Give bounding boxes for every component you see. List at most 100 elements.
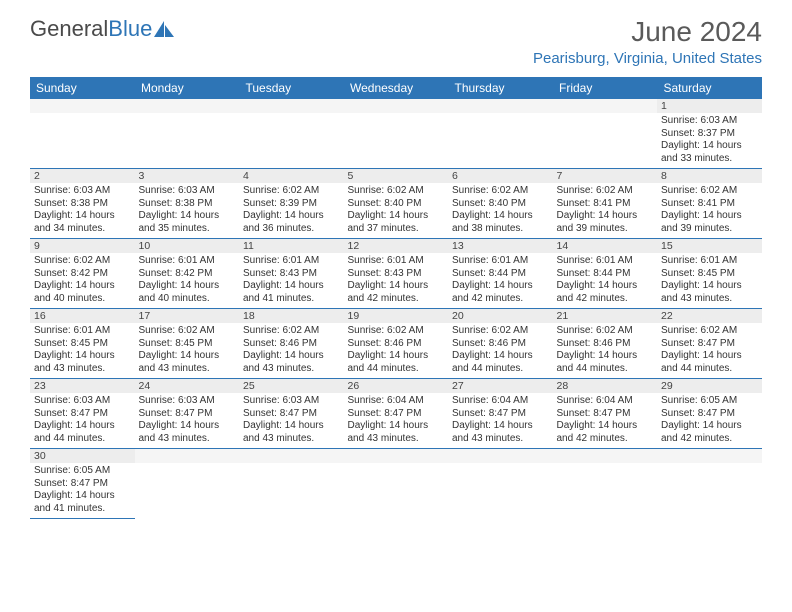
day-data-cell: Sunrise: 6:01 AMSunset: 8:44 PMDaylight:… [448,253,553,309]
weekday-header: Tuesday [239,77,344,99]
day-number-cell: 18 [239,309,344,324]
logo-sail-icon [154,21,176,37]
day-number-cell: 14 [553,239,658,254]
day-data-cell: Sunrise: 6:05 AMSunset: 8:47 PMDaylight:… [657,393,762,449]
day-number-cell [448,99,553,113]
day-data-cell [135,463,240,519]
day-number-cell: 8 [657,169,762,184]
day-number-row: 23242526272829 [30,379,762,394]
day-number-cell: 2 [30,169,135,184]
header: GeneralBlue June 2024 Pearisburg, Virgin… [0,0,792,71]
day-number-cell: 17 [135,309,240,324]
weekday-header-row: Sunday Monday Tuesday Wednesday Thursday… [30,77,762,99]
day-sun-info: Sunrise: 6:02 AMSunset: 8:46 PMDaylight:… [348,325,445,375]
logo: GeneralBlue [30,16,176,42]
day-data-cell: Sunrise: 6:03 AMSunset: 8:47 PMDaylight:… [30,393,135,449]
day-sun-info: Sunrise: 6:02 AMSunset: 8:46 PMDaylight:… [243,325,340,375]
day-number-row: 30 [30,449,762,464]
day-number-cell: 25 [239,379,344,394]
day-number-cell [135,99,240,113]
day-data-cell: Sunrise: 6:03 AMSunset: 8:47 PMDaylight:… [135,393,240,449]
day-number-row: 1 [30,99,762,113]
day-data-row: Sunrise: 6:03 AMSunset: 8:38 PMDaylight:… [30,183,762,239]
day-sun-info: Sunrise: 6:02 AMSunset: 8:40 PMDaylight:… [452,185,549,235]
day-number-cell [553,99,658,113]
day-number-cell: 3 [135,169,240,184]
day-number-cell: 22 [657,309,762,324]
day-data-cell: Sunrise: 6:04 AMSunset: 8:47 PMDaylight:… [344,393,449,449]
day-number-cell [239,449,344,464]
weekday-header: Thursday [448,77,553,99]
day-sun-info: Sunrise: 6:03 AMSunset: 8:37 PMDaylight:… [661,115,758,165]
day-data-cell [344,113,449,169]
day-sun-info: Sunrise: 6:02 AMSunset: 8:45 PMDaylight:… [139,325,236,375]
day-sun-info: Sunrise: 6:05 AMSunset: 8:47 PMDaylight:… [34,465,131,515]
day-data-cell: Sunrise: 6:01 AMSunset: 8:43 PMDaylight:… [344,253,449,309]
day-number-cell [239,99,344,113]
day-number-cell: 7 [553,169,658,184]
day-number-cell [135,449,240,464]
day-number-cell: 27 [448,379,553,394]
day-sun-info: Sunrise: 6:03 AMSunset: 8:47 PMDaylight:… [34,395,131,445]
day-data-cell: Sunrise: 6:02 AMSunset: 8:39 PMDaylight:… [239,183,344,239]
day-data-row: Sunrise: 6:03 AMSunset: 8:37 PMDaylight:… [30,113,762,169]
day-data-cell: Sunrise: 6:02 AMSunset: 8:46 PMDaylight:… [448,323,553,379]
day-sun-info: Sunrise: 6:03 AMSunset: 8:47 PMDaylight:… [243,395,340,445]
weekday-header: Monday [135,77,240,99]
day-sun-info: Sunrise: 6:05 AMSunset: 8:47 PMDaylight:… [661,395,758,445]
day-number-cell [553,449,658,464]
day-data-row: Sunrise: 6:05 AMSunset: 8:47 PMDaylight:… [30,463,762,519]
day-number-cell: 24 [135,379,240,394]
day-number-cell: 12 [344,239,449,254]
day-data-cell: Sunrise: 6:02 AMSunset: 8:42 PMDaylight:… [30,253,135,309]
day-sun-info: Sunrise: 6:02 AMSunset: 8:42 PMDaylight:… [34,255,131,305]
weekday-header: Friday [553,77,658,99]
day-number-cell: 30 [30,449,135,464]
day-data-row: Sunrise: 6:01 AMSunset: 8:45 PMDaylight:… [30,323,762,379]
day-data-cell: Sunrise: 6:01 AMSunset: 8:42 PMDaylight:… [135,253,240,309]
day-data-cell: Sunrise: 6:02 AMSunset: 8:40 PMDaylight:… [448,183,553,239]
day-number-cell: 16 [30,309,135,324]
day-data-cell [30,113,135,169]
day-data-cell [553,113,658,169]
day-data-cell [657,463,762,519]
day-number-cell: 6 [448,169,553,184]
day-sun-info: Sunrise: 6:01 AMSunset: 8:43 PMDaylight:… [243,255,340,305]
day-data-cell: Sunrise: 6:03 AMSunset: 8:47 PMDaylight:… [239,393,344,449]
day-sun-info: Sunrise: 6:04 AMSunset: 8:47 PMDaylight:… [452,395,549,445]
day-number-cell: 9 [30,239,135,254]
day-data-cell: Sunrise: 6:03 AMSunset: 8:37 PMDaylight:… [657,113,762,169]
calendar-body: 1 Sunrise: 6:03 AMSunset: 8:37 PMDayligh… [30,99,762,519]
day-number-cell: 21 [553,309,658,324]
day-sun-info: Sunrise: 6:02 AMSunset: 8:39 PMDaylight:… [243,185,340,235]
day-data-cell: Sunrise: 6:04 AMSunset: 8:47 PMDaylight:… [448,393,553,449]
day-data-row: Sunrise: 6:02 AMSunset: 8:42 PMDaylight:… [30,253,762,309]
day-data-cell [239,463,344,519]
calendar-table: Sunday Monday Tuesday Wednesday Thursday… [30,77,762,519]
day-data-cell: Sunrise: 6:02 AMSunset: 8:46 PMDaylight:… [553,323,658,379]
day-data-cell: Sunrise: 6:02 AMSunset: 8:40 PMDaylight:… [344,183,449,239]
weekday-header: Sunday [30,77,135,99]
day-data-cell: Sunrise: 6:02 AMSunset: 8:41 PMDaylight:… [657,183,762,239]
day-data-cell: Sunrise: 6:02 AMSunset: 8:45 PMDaylight:… [135,323,240,379]
day-data-cell [239,113,344,169]
day-sun-info: Sunrise: 6:04 AMSunset: 8:47 PMDaylight:… [348,395,445,445]
day-sun-info: Sunrise: 6:02 AMSunset: 8:41 PMDaylight:… [661,185,758,235]
day-number-row: 9101112131415 [30,239,762,254]
month-title: June 2024 [533,16,762,48]
day-sun-info: Sunrise: 6:04 AMSunset: 8:47 PMDaylight:… [557,395,654,445]
day-number-cell: 26 [344,379,449,394]
day-number-cell: 11 [239,239,344,254]
day-sun-info: Sunrise: 6:03 AMSunset: 8:38 PMDaylight:… [34,185,131,235]
day-number-cell: 29 [657,379,762,394]
day-number-cell: 13 [448,239,553,254]
day-data-cell: Sunrise: 6:01 AMSunset: 8:45 PMDaylight:… [30,323,135,379]
day-number-cell: 15 [657,239,762,254]
logo-text-left: General [30,16,108,42]
day-data-cell [344,463,449,519]
day-sun-info: Sunrise: 6:01 AMSunset: 8:42 PMDaylight:… [139,255,236,305]
day-number-cell [448,449,553,464]
day-data-cell [448,463,553,519]
weekday-header: Wednesday [344,77,449,99]
day-number-cell: 5 [344,169,449,184]
